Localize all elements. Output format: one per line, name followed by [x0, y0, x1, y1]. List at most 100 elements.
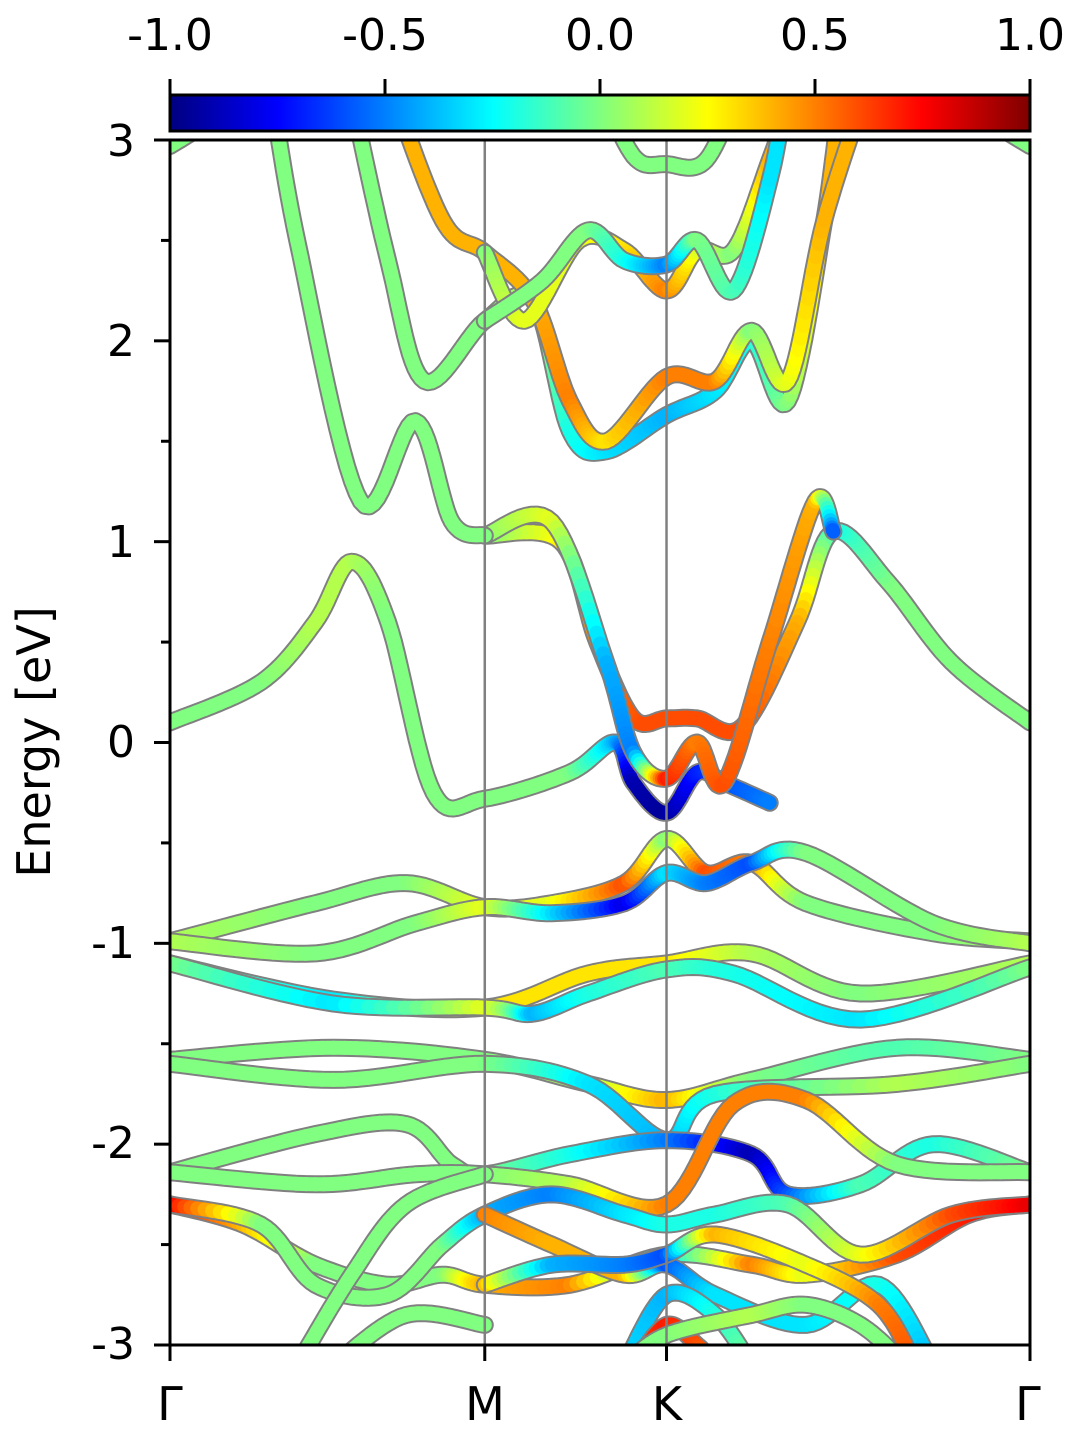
band-segment [334, 1363, 337, 1365]
band-segment [793, 87, 795, 92]
band-segment [270, 80, 271, 86]
band-segment [707, 1355, 708, 1357]
bands-group [170, 80, 1030, 1366]
band-segment [637, 1339, 654, 1345]
band-segment [931, 1362, 933, 1366]
band-segment [925, 83, 931, 87]
band-segment [626, 1358, 628, 1362]
y-axis-label: Energy [eV] [7, 606, 61, 877]
band-segment [696, 1342, 708, 1345]
y-tick-label: 1 [107, 517, 135, 568]
band-segment [299, 1357, 302, 1362]
band-line [475, 488, 843, 795]
x-axis-labels: Γ M K Γ [157, 1377, 1041, 1431]
band-segment [900, 1359, 903, 1362]
y-axis-labels: 3 2 1 0 -1 -2 -3 [91, 116, 135, 1370]
colorbar-gradient [168, 93, 1032, 133]
band-segment [786, 84, 787, 89]
band-segment [825, 523, 841, 539]
band-segment [894, 1353, 897, 1356]
band-segment [910, 1356, 912, 1360]
band-line [334, 1304, 494, 1365]
y-tick-label: 2 [107, 316, 135, 367]
band-line [348, 80, 845, 462]
colorbar-ticks [168, 79, 1032, 95]
band-segment [624, 1364, 626, 1365]
band-line [597, 80, 739, 177]
band-segment [628, 1353, 630, 1358]
band-segment [931, 86, 938, 91]
x-axis-ticks [168, 1345, 1032, 1361]
high-symmetry-lines [483, 140, 668, 1345]
band-segment [635, 1361, 637, 1363]
y-tick-label: -1 [91, 918, 135, 969]
band-line [269, 80, 494, 545]
band-segment [737, 88, 739, 93]
band-segment [626, 1362, 628, 1364]
band-segment [638, 1340, 652, 1345]
band-segment [388, 80, 390, 86]
band-segment [884, 1342, 896, 1345]
band-segment [897, 1356, 900, 1359]
band-segment [866, 85, 868, 92]
band-segment [639, 1344, 647, 1345]
band-segment [746, 1357, 748, 1360]
band-segment [914, 1363, 915, 1366]
colorbar-tick-label: 0.5 [780, 10, 850, 61]
band-segment [635, 1354, 638, 1356]
y-tick-label: 3 [107, 116, 135, 167]
band-segment [637, 1358, 639, 1361]
band-segment [868, 80, 870, 86]
band-segment [842, 80, 843, 86]
band-segment [344, 1353, 349, 1357]
band-segment [337, 1360, 341, 1363]
band-segment [630, 1358, 632, 1360]
band-segment [691, 1339, 707, 1345]
band-segment [714, 1363, 715, 1364]
band-segment [711, 1359, 712, 1360]
band-segment [636, 1341, 650, 1345]
band-segment [268, 83, 274, 87]
band-line [475, 80, 788, 330]
band-segment [709, 1358, 710, 1360]
x-tick-label-gamma-end: Γ [1015, 1377, 1041, 1431]
band-segment [715, 1364, 716, 1365]
band-segment [694, 1341, 708, 1345]
band-segment [899, 1340, 914, 1345]
band-segment [879, 1339, 896, 1345]
colorbar-tick-label: 0.0 [565, 10, 635, 61]
band-segment [708, 1356, 709, 1358]
band-segment [787, 80, 788, 84]
band-segment [340, 1357, 344, 1360]
band-line [170, 840, 1030, 963]
y-tick-label: -3 [91, 1319, 135, 1370]
band-segment [348, 80, 350, 87]
band-segment [744, 1354, 746, 1358]
colorbar: -1.0 -0.5 0.0 0.5 1.0 [127, 10, 1065, 133]
band-segment [760, 794, 777, 810]
band-segment [271, 86, 272, 93]
band-segment [390, 86, 393, 94]
band-segment [841, 85, 842, 92]
x-tick-label-m: M [465, 1377, 505, 1431]
band-segment [261, 86, 268, 91]
band-segment [302, 1344, 309, 1345]
band-segment [796, 80, 797, 83]
band-segment [597, 80, 599, 83]
x-tick-label-gamma: Γ [157, 1377, 183, 1431]
band-segment [347, 1341, 361, 1345]
band-line [475, 1225, 916, 1366]
band-segment [274, 80, 279, 83]
y-tick-label: 0 [107, 717, 135, 768]
band-segment [637, 1344, 644, 1345]
band-line [624, 1295, 906, 1365]
band-segment [904, 1363, 906, 1365]
band-segment [297, 1361, 299, 1365]
y-tick-label: -2 [91, 1118, 135, 1169]
band-line [170, 829, 1030, 951]
band-segment [748, 1360, 750, 1363]
band-line [170, 1185, 1030, 1307]
colorbar-tick-label: 1.0 [995, 10, 1065, 61]
band-line [170, 954, 1030, 1029]
band-segment [906, 1344, 911, 1345]
